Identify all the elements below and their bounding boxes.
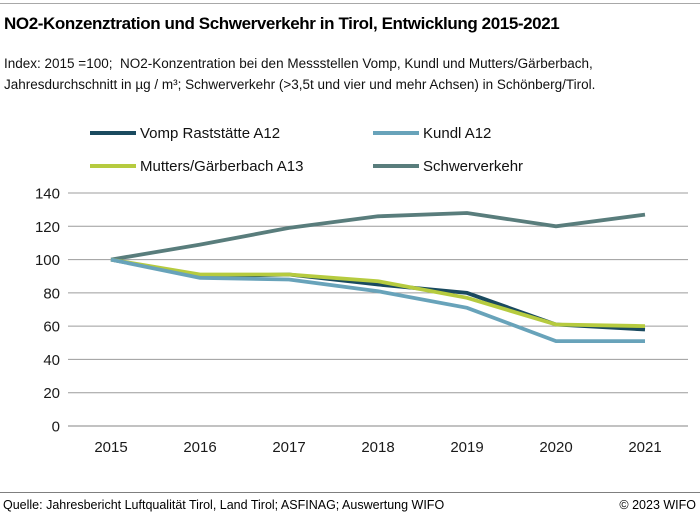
copyright-note: © 2023 WIFO: [619, 498, 696, 512]
svg-text:20: 20: [43, 385, 60, 402]
legend-item-vomp: Vomp Raststätte A12: [90, 121, 373, 145]
legend-line-swatch-vomp: [90, 131, 136, 135]
legend-line-swatch-kundl: [373, 131, 419, 135]
subtitle-line-2: Jahresdurchschnitt in µg / m³; Schwerver…: [4, 77, 596, 92]
chart-legend: Vomp Raststätte A12 Kundl A12 Mutters/Gä…: [90, 121, 523, 178]
legend-item-schwerverkehr: Schwerverkehr: [373, 154, 523, 178]
svg-text:2017: 2017: [272, 439, 305, 456]
svg-text:2015: 2015: [94, 439, 127, 456]
source-note: Quelle: Jahresbericht Luftqualität Tirol…: [3, 498, 445, 512]
legend-item-kundl: Kundl A12: [373, 121, 523, 145]
svg-text:2020: 2020: [539, 439, 572, 456]
legend-label-vomp: Vomp Raststätte A12: [140, 124, 281, 142]
top-divider: [0, 3, 700, 4]
subtitle-line-1: Index: 2015 =100; NO2-Konzentration bei …: [4, 56, 593, 71]
svg-text:40: 40: [43, 352, 60, 369]
svg-text:2016: 2016: [183, 439, 216, 456]
svg-text:2021: 2021: [628, 439, 661, 456]
legend-line-swatch-schwerverkehr: [373, 164, 419, 168]
chart-subtitle: Index: 2015 =100; NO2-Konzentration bei …: [4, 53, 595, 95]
legend-label-kundl: Kundl A12: [423, 124, 492, 142]
svg-text:0: 0: [52, 419, 60, 436]
svg-text:2018: 2018: [361, 439, 394, 456]
legend-label-mutters: Mutters/Gärberbach A13: [140, 157, 304, 175]
svg-text:140: 140: [35, 186, 60, 203]
svg-text:80: 80: [43, 285, 60, 302]
svg-text:60: 60: [43, 319, 60, 336]
legend-item-mutters: Mutters/Gärberbach A13: [90, 154, 373, 178]
line-chart: 0 20 40 60 80 100 120 140 2015 2016 2017 2018 2019 20…: [35, 186, 688, 456]
svg-text:2019: 2019: [450, 439, 483, 456]
line-chart-area: 0 20 40 60 80 100 120 140 2015 2016 2017 2018 2019 20…: [0, 185, 700, 475]
legend-label-schwerverkehr: Schwerverkehr: [423, 157, 524, 175]
page-title: NO2-Konzenztration und Schwerverkehr in …: [4, 14, 560, 33]
bottom-divider: [0, 492, 700, 493]
legend-line-swatch-mutters: [90, 164, 136, 168]
svg-text:100: 100: [35, 252, 60, 269]
svg-text:120: 120: [35, 219, 60, 236]
